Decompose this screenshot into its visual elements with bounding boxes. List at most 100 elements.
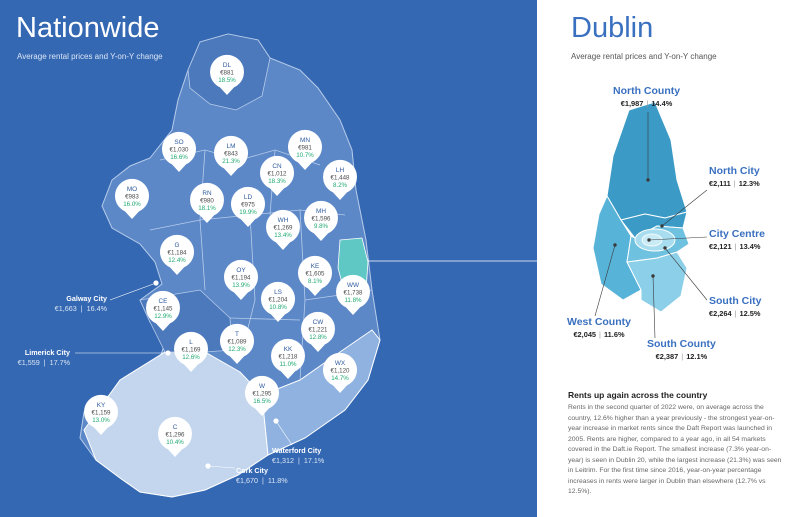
pin-code-label: G (175, 242, 180, 249)
pin-code-label: LH (336, 167, 345, 174)
area-north-county (606, 101, 688, 221)
pin-change-label: 9.8% (314, 223, 329, 230)
pin-price-label: €1,596 (312, 216, 331, 223)
pin-marker (323, 159, 357, 200)
pin-marker (301, 311, 335, 352)
pin-price-label: €1,296 (166, 432, 185, 439)
pin-change-label: 19.9% (239, 209, 257, 216)
pin-code-label: LM (227, 143, 236, 150)
pin-code-label: DL (223, 62, 232, 69)
pin-price-label: €1,295 (253, 391, 272, 398)
pin-code-label: WH (278, 217, 289, 224)
pin-change-label: 18.5% (218, 77, 236, 84)
pin-code-label: T (235, 331, 239, 338)
pin-change-label: 13.4% (274, 232, 292, 239)
pin-price-label: €1,145 (154, 306, 173, 313)
pin-code-label: KK (284, 346, 293, 353)
summary-heading: Rents up again across the country (568, 390, 708, 400)
pin-price-label: €1,218 (279, 354, 298, 361)
pin-marker (213, 135, 248, 176)
pin-code-label: LS (274, 289, 282, 296)
summary-note: Rents up again across the country Rents … (568, 390, 783, 498)
pin-code-label: W (259, 383, 266, 390)
city-label-limerick: Limerick City €1,559 | 17.7% (17, 348, 70, 367)
pin-code-label: L (189, 339, 193, 346)
pin-price-label: €881 (220, 70, 234, 77)
ireland-map: DL€88118.5%SO€1,03016.6%LM€84321.3%MN€98… (75, 33, 537, 498)
pin-change-label: 12.3% (228, 346, 246, 353)
pin-change-label: 21.3% (222, 158, 240, 165)
pin-change-label: 16.6% (170, 154, 188, 161)
county-pins: DL€88118.5%SO€1,03016.6%LM€84321.3%MN€98… (84, 54, 370, 457)
pin-marker (271, 338, 306, 379)
city-label-galway: Galway City €1,663 | 16.4% (54, 294, 107, 313)
nationwide-subtitle: Average rental prices and Y-on-Y change (17, 52, 163, 61)
pin-marker (224, 259, 258, 300)
pin-marker (304, 200, 338, 241)
pin-code-label: WX (335, 360, 346, 367)
pin-code-label: MN (300, 137, 310, 144)
pin-change-label: 16.0% (123, 201, 141, 208)
pin-code-label: CE (159, 298, 168, 305)
pin-price-label: €981 (298, 145, 312, 152)
pin-change-label: 12.8% (309, 334, 327, 341)
pin-marker (84, 394, 118, 435)
dublin-area-north-city: North City €2,111 | 12.3% (709, 165, 760, 188)
pin-price-label: €1,448 (331, 175, 350, 182)
dublin-title: Dublin (571, 12, 654, 44)
pin-code-label: MH (316, 208, 326, 215)
pin-change-label: 10.8% (269, 304, 287, 311)
pin-change-label: 10.4% (166, 439, 184, 446)
pin-change-label: 18.1% (198, 205, 216, 212)
pin-marker (231, 186, 265, 227)
area-west-county (592, 194, 642, 301)
dublin-area-west-county: West County €2,045 | 11.6% (567, 316, 631, 339)
pin-marker (323, 352, 357, 393)
pin-price-label: €1,012 (268, 171, 287, 178)
pin-change-label: 12.9% (154, 313, 172, 320)
pin-change-label: 10.7% (296, 152, 314, 159)
pin-price-label: €1,169 (182, 347, 201, 354)
pin-code-label: WW (347, 282, 360, 289)
dublin-panel: Dublin Average rental prices and Y-on-Y … (537, 0, 800, 517)
pin-price-label: €983 (125, 194, 139, 201)
pin-price-label: €1,089 (228, 339, 247, 346)
pin-price-label: €1,269 (274, 225, 293, 232)
pin-code-label: RN (202, 190, 212, 197)
pin-code-label: C (173, 424, 178, 431)
pin-change-label: 11.8% (344, 297, 362, 304)
pin-marker (220, 323, 255, 364)
dublin-map (592, 101, 708, 339)
pin-code-label: KE (311, 263, 320, 270)
pin-marker (245, 375, 279, 416)
city-markers (75, 280, 293, 469)
city-label-cork: Cork City €1,670 | 11.8% (236, 466, 288, 485)
city-label-waterford: Waterford City €1,312 | 17.1% (272, 446, 325, 465)
pin-marker (162, 131, 196, 172)
pin-marker (210, 54, 244, 95)
pin-marker (261, 281, 295, 322)
pin-code-label: OY (236, 267, 246, 274)
pin-price-label: €1,738 (344, 290, 363, 297)
pin-marker (190, 182, 225, 223)
pin-price-label: €980 (200, 198, 214, 205)
pin-marker (160, 234, 195, 275)
pin-marker (266, 209, 301, 250)
pin-marker (259, 155, 294, 196)
nationwide-panel: DL €881 18.5% SO €1,030 16.6% LM €843 21.3% MN €98… (0, 0, 537, 517)
pin-code-label: MO (127, 186, 137, 193)
